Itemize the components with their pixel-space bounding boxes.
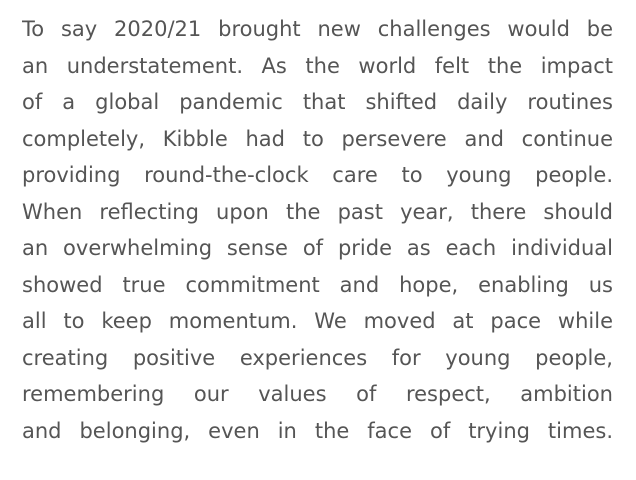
text-line: and belonging, even in the face of tryin…	[22, 418, 613, 443]
text-line: When reflecting upon the past year, ther…	[22, 199, 613, 224]
text-line: To say 2020/21 brought new challenges wo…	[22, 17, 613, 41]
paragraph: To say 2020/21 brought new challenges wo…	[22, 11, 613, 449]
text-line: completely, Kibble had to persevere and …	[22, 126, 613, 151]
text-line: providing round-the-clock care to young …	[22, 163, 613, 187]
text-line: an understatement. As the world felt the…	[22, 53, 613, 78]
text-line: of a global pandemic that shifted daily …	[22, 90, 613, 114]
text-line: creating positive experiences for young …	[22, 345, 613, 370]
text-line: remembering our values of respect, ambit…	[22, 382, 613, 406]
text-line: all to keep momentum. We moved at pace w…	[22, 309, 613, 333]
text-line: showed true commitment and hope, enablin…	[22, 272, 613, 297]
text-line: an overwhelming sense of pride as each i…	[22, 236, 613, 260]
